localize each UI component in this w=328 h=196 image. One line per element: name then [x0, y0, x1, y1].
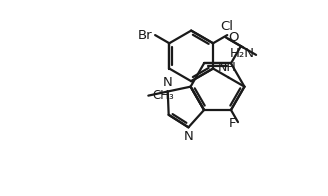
Text: N: N: [184, 130, 193, 142]
Text: N: N: [163, 76, 173, 89]
Text: Cl: Cl: [221, 20, 234, 34]
Text: H₂N: H₂N: [230, 47, 255, 60]
Text: O: O: [228, 31, 239, 44]
Text: F: F: [229, 117, 236, 130]
Text: CH₃: CH₃: [152, 89, 174, 102]
Text: Br: Br: [138, 29, 153, 42]
Text: NH: NH: [217, 61, 236, 74]
